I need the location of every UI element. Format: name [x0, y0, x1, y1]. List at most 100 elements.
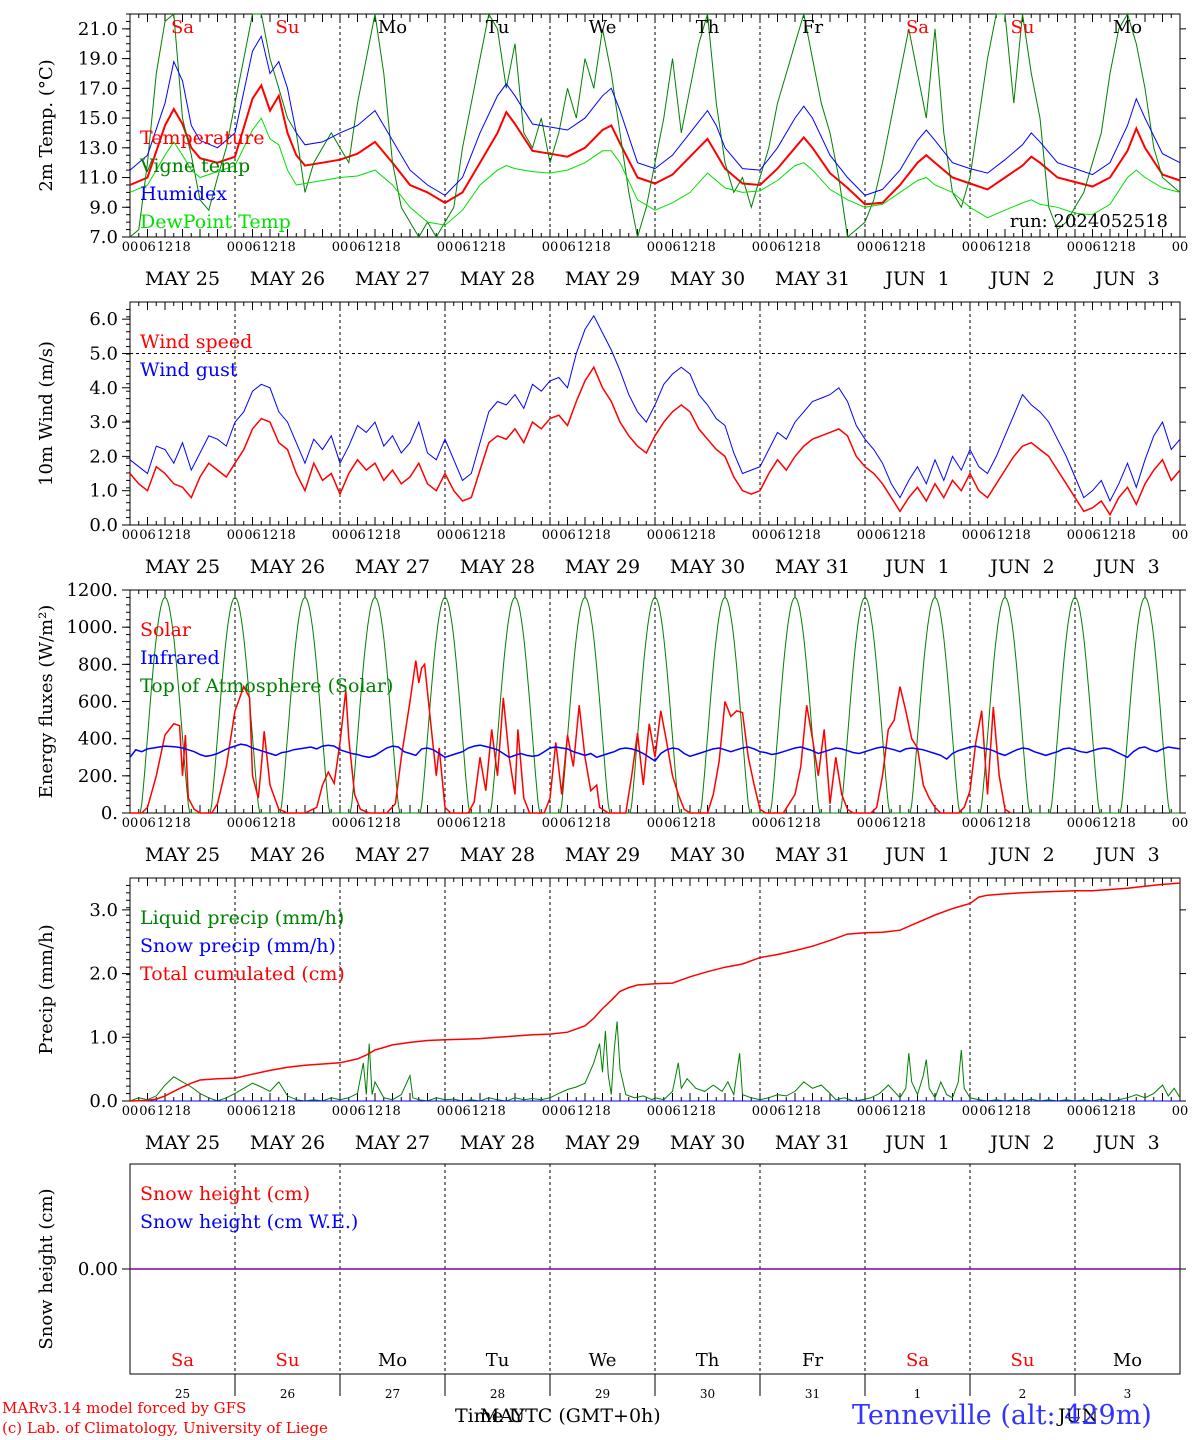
- precip-hour-label: 12: [262, 1104, 279, 1119]
- precip-y-axis-label: Precip (mm/h): [36, 924, 57, 1054]
- energy-hour-label: 12: [997, 816, 1014, 831]
- wind-hour-label: 06: [559, 528, 576, 543]
- temp-hour-label: 00: [857, 240, 874, 255]
- energy-hour-label: 18: [804, 816, 821, 831]
- wind-legend-entry: Wind gust: [140, 359, 238, 381]
- wind-date-label: MAY 25: [145, 556, 220, 578]
- energy-hour-label: 18: [1119, 816, 1136, 831]
- wind-hour-label: 18: [279, 528, 296, 543]
- precip-hour-label: 18: [594, 1104, 611, 1119]
- temp-y-tick-label: 19.0: [78, 49, 118, 70]
- wind-y-tick-label: 0.0: [89, 515, 118, 536]
- temp-hour-label: 12: [577, 240, 594, 255]
- precip-y-tick-label: 3.0: [89, 900, 118, 921]
- wind-date-label: MAY 30: [670, 556, 745, 578]
- temp-hour-label: 12: [682, 240, 699, 255]
- energy-hour-label: 12: [472, 816, 489, 831]
- energy-hour-label: 00: [647, 816, 664, 831]
- snow-date-number: 25: [175, 1387, 190, 1401]
- energy-hour-label: 06: [979, 816, 996, 831]
- energy-hour-label: 18: [384, 816, 401, 831]
- precip-hour-label: 06: [559, 1104, 576, 1119]
- temp-day-label: Tu: [486, 17, 510, 38]
- temp-legend-entry: Temperature: [140, 127, 264, 149]
- energy-hour-label: 12: [367, 816, 384, 831]
- temp-date-label: MAY 26: [250, 268, 325, 290]
- wind-hour-label: 18: [489, 528, 506, 543]
- temp-hour-label: 18: [279, 240, 296, 255]
- precip-hour-label: 00: [752, 1104, 769, 1119]
- precip-date-label: MAY 25: [145, 1132, 220, 1154]
- energy-hour-label: 12: [682, 816, 699, 831]
- run-annotation: run: 2024052518: [1010, 211, 1168, 232]
- temp-hour-label: 06: [874, 240, 891, 255]
- energy-hour-label: 18: [489, 816, 506, 831]
- wind-y-tick-label: 4.0: [89, 378, 118, 399]
- energy-date-label: MAY 25: [145, 844, 220, 866]
- energy-hour-label: 00: [122, 816, 139, 831]
- energy-hour-label: 06: [559, 816, 576, 831]
- energy-hour-label: 00: [1172, 816, 1189, 831]
- wind-hour-label: 00: [227, 528, 244, 543]
- precip-hour-label: 18: [489, 1104, 506, 1119]
- temp-hour-label: 12: [1102, 240, 1119, 255]
- temp-hour-label: 06: [454, 240, 471, 255]
- temp-day-label: Su: [276, 17, 300, 38]
- wind-hour-label: 12: [367, 528, 384, 543]
- wind-hour-label: 18: [699, 528, 716, 543]
- wind-hour-label: 18: [384, 528, 401, 543]
- temp-hour-label: 06: [769, 240, 786, 255]
- wind-hour-label: 06: [769, 528, 786, 543]
- snow-day-label: Tu: [486, 1350, 510, 1371]
- snow-day-label: Th: [696, 1350, 720, 1371]
- temp-legend-entry: Vigne temp: [139, 155, 250, 177]
- wind-y-tick-label: 5.0: [89, 343, 118, 364]
- temp-hour-label: 12: [157, 240, 174, 255]
- precip-hour-label: 12: [997, 1104, 1014, 1119]
- energy-date-label: MAY 26: [250, 844, 325, 866]
- energy-y-tick-label: 1000.: [66, 617, 118, 638]
- energy-hour-label: 18: [174, 816, 191, 831]
- wind-hour-label: 00: [122, 528, 139, 543]
- temp-hour-label: 00: [227, 240, 244, 255]
- wind-y-tick-label: 3.0: [89, 412, 118, 433]
- snow-day-label: Sa: [171, 1350, 194, 1371]
- temp-hour-label: 12: [262, 240, 279, 255]
- precip-date-label: JUN 1: [883, 1132, 949, 1154]
- precip-hour-label: 18: [804, 1104, 821, 1119]
- wind-hour-label: 18: [174, 528, 191, 543]
- precip-hour-label: 18: [909, 1104, 926, 1119]
- temp-series-3: [129, 117, 1181, 226]
- temp-series-0: [129, 83, 1181, 206]
- precip-hour-label: 06: [664, 1104, 681, 1119]
- precip-hour-label: 12: [472, 1104, 489, 1119]
- wind-hour-label: 06: [979, 528, 996, 543]
- energy-y-tick-label: 200.: [78, 766, 118, 787]
- temp-day-label: Fr: [802, 17, 823, 38]
- precip-hour-label: 00: [332, 1104, 349, 1119]
- temp-date-label: MAY 30: [670, 268, 745, 290]
- temp-legend-entry: Humidex: [140, 183, 227, 205]
- wind-frame: [129, 301, 1181, 526]
- month-overlay-label-right: JUN: [1058, 1405, 1099, 1427]
- snow-day-label: Su: [276, 1350, 300, 1371]
- precip-date-label: MAY 29: [565, 1132, 640, 1154]
- energy-series-1: [129, 743, 1181, 763]
- wind-hour-label: 12: [787, 528, 804, 543]
- precip-hour-label: 18: [699, 1104, 716, 1119]
- wind-date-label: MAY 31: [775, 556, 850, 578]
- energy-hour-label: 00: [962, 816, 979, 831]
- precip-legend-entry: Total cumulated (cm): [140, 963, 345, 985]
- energy-date-label: MAY 30: [670, 844, 745, 866]
- wind-date-label: MAY 28: [460, 556, 535, 578]
- precip-hour-label: 12: [1102, 1104, 1119, 1119]
- precip-hour-label: 12: [892, 1104, 909, 1119]
- energy-date-label: MAY 31: [775, 844, 850, 866]
- energy-hour-label: 00: [1067, 816, 1084, 831]
- energy-hour-label: 06: [769, 816, 786, 831]
- temp-hour-label: 06: [139, 240, 156, 255]
- energy-hour-label: 00: [437, 816, 454, 831]
- energy-date-label: JUN 1: [883, 844, 949, 866]
- wind-hour-label: 12: [157, 528, 174, 543]
